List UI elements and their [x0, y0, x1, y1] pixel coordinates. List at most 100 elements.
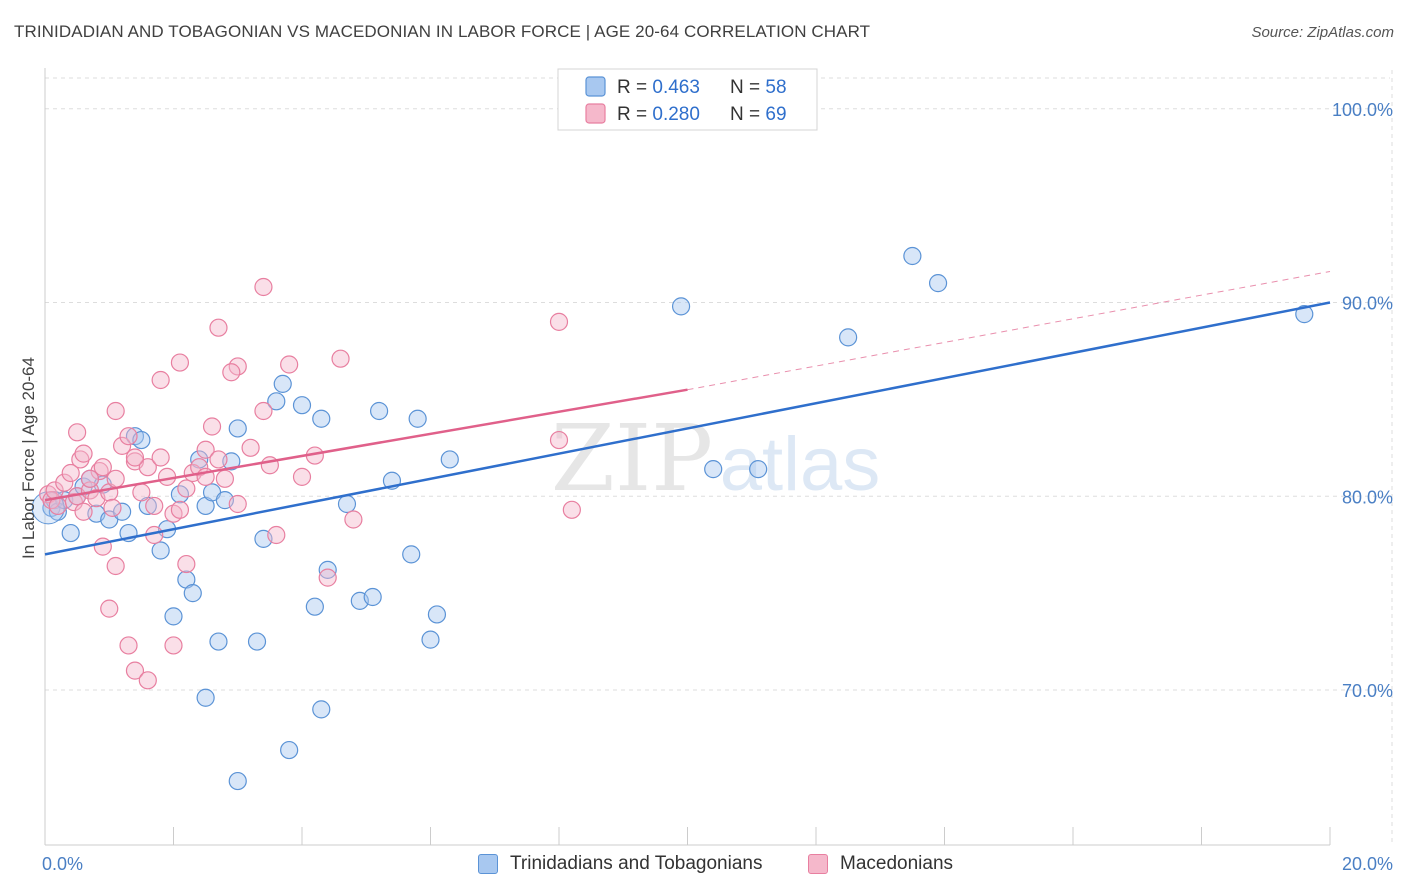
y-tick-label: 70.0% — [1342, 681, 1393, 701]
y-axis-label: In Labor Force | Age 20-64 — [19, 357, 38, 559]
n-value: 58 — [765, 77, 786, 98]
source-label: Source: ZipAtlas.com — [1251, 24, 1394, 41]
point-macedonian — [177, 479, 196, 498]
trend-line-macedonians — [44, 388, 688, 502]
point-macedonian — [202, 417, 222, 436]
point-macedonian — [55, 473, 74, 492]
point-macedonian — [112, 436, 132, 455]
point-trinidadian — [312, 409, 331, 428]
r-label: R = — [617, 104, 652, 125]
point-trinidadian — [318, 560, 337, 579]
point-trinidadian — [671, 297, 691, 316]
point-macedonian — [151, 448, 170, 467]
point-macedonian — [190, 458, 209, 477]
point-trinidadian — [903, 246, 922, 266]
point-macedonian — [93, 458, 112, 477]
legend-item-macedonians[interactable]: Macedonians — [808, 853, 953, 875]
r-value: 0.463 — [652, 77, 700, 98]
point-macedonian — [64, 492, 84, 512]
y-tick-label: 80.0% — [1342, 487, 1393, 507]
legend-swatch-blue — [478, 854, 498, 874]
point-trinidadian — [183, 584, 202, 603]
point-macedonian — [145, 496, 164, 516]
stats-legend: R = 0.463 N = 58 R = 0.280 N = 69 — [557, 68, 818, 131]
point-macedonian — [267, 525, 286, 545]
x-tick-label: 20.0% — [1342, 854, 1393, 874]
y-tick-label: 100.0% — [1332, 100, 1393, 120]
point-trinidadian — [151, 541, 170, 560]
point-trinidadian — [704, 460, 723, 479]
legend-label-trinidadians: Trinidadians and Tobagonians — [510, 853, 763, 874]
point-macedonian — [209, 318, 228, 337]
point-trinidadian — [209, 632, 228, 651]
trend-line-trinidadians — [44, 301, 1331, 556]
point-macedonian — [344, 510, 363, 529]
series-trinidadians-points — [31, 246, 1314, 791]
point-trinidadian — [363, 587, 382, 607]
legend-label-macedonians: Macedonians — [840, 853, 954, 874]
point-trinidadian — [1295, 305, 1314, 324]
point-trinidadian — [305, 597, 324, 616]
point-macedonian — [103, 498, 122, 517]
stats-legend-n: N = 69 — [730, 104, 787, 125]
stats-legend-swatch — [585, 76, 606, 97]
point-trinidadian — [421, 630, 440, 649]
trend-lines — [44, 271, 1331, 556]
n-value: 69 — [765, 104, 786, 125]
point-trinidadian — [839, 328, 858, 347]
point-macedonian — [170, 353, 190, 372]
series-macedonians-points — [39, 277, 581, 690]
point-macedonian — [61, 463, 80, 483]
point-macedonian — [119, 636, 138, 655]
point-trinidadian — [408, 409, 427, 428]
point-macedonian — [331, 349, 350, 368]
r-label: R = — [617, 77, 652, 98]
point-trinidadian — [267, 392, 286, 411]
point-macedonian — [74, 444, 93, 463]
point-macedonian — [106, 469, 125, 488]
point-trinidadian — [228, 771, 247, 791]
point-macedonian — [132, 483, 151, 502]
point-trinidadian — [61, 523, 80, 543]
point-macedonian — [254, 277, 273, 297]
point-macedonian — [196, 440, 215, 459]
stats-legend-n: N = 58 — [730, 77, 787, 98]
point-trinidadian — [337, 494, 357, 514]
point-trinidadian — [280, 740, 299, 760]
point-macedonian — [151, 370, 170, 390]
axes — [44, 68, 1331, 846]
point-macedonian — [125, 661, 145, 680]
point-macedonian — [138, 671, 157, 690]
point-macedonian — [549, 312, 569, 331]
n-label: N = — [730, 77, 765, 98]
point-macedonian — [138, 458, 157, 477]
point-macedonian — [125, 448, 145, 467]
point-macedonian — [209, 450, 228, 469]
point-trinidadian — [164, 607, 183, 626]
legend-item-trinidadians[interactable]: Trinidadians and Tobagonians — [478, 853, 762, 875]
point-trinidadian — [440, 450, 459, 469]
point-macedonian — [177, 554, 196, 574]
point-macedonian — [292, 467, 312, 486]
point-macedonian — [562, 500, 581, 519]
point-macedonian — [228, 494, 247, 514]
point-macedonian — [106, 556, 125, 576]
point-macedonian — [280, 355, 299, 374]
point-macedonian — [222, 363, 241, 382]
bottom-legend: Trinidadians and Tobagonians Macedonians — [0, 850, 1406, 880]
chart-title: TRINIDADIAN AND TOBAGONIAN VS MACEDONIAN… — [14, 22, 871, 41]
stats-legend-swatch — [585, 103, 606, 124]
point-trinidadian — [292, 396, 312, 415]
watermark-zip: ZIP — [551, 405, 713, 512]
watermark-atlas: atlas — [720, 422, 881, 507]
point-macedonian — [215, 469, 234, 488]
point-trinidadian — [228, 419, 247, 438]
y-tick-label: 90.0% — [1342, 294, 1393, 314]
point-trinidadian — [312, 700, 331, 719]
point-macedonian — [106, 401, 125, 421]
r-value: 0.280 — [652, 104, 700, 125]
stats-legend-row: R = 0.280 — [617, 104, 700, 125]
point-trinidadian — [402, 545, 421, 564]
watermark: ZIP atlas — [551, 405, 880, 512]
